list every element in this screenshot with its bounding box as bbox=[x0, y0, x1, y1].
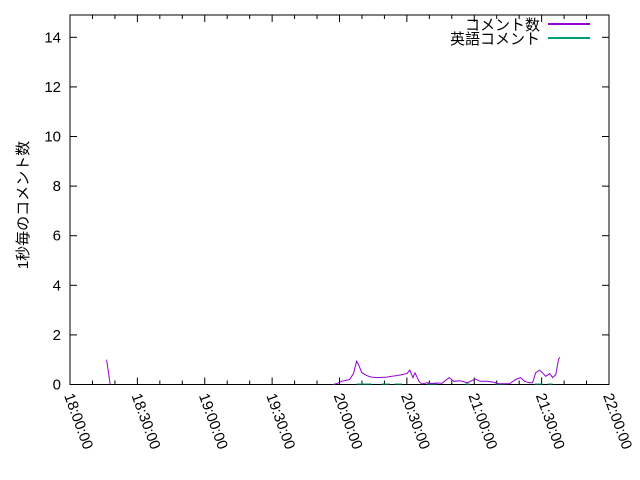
x-tick-label: 18:30:00 bbox=[128, 391, 164, 452]
x-tick-label: 20:30:00 bbox=[397, 391, 433, 452]
series-line-comments bbox=[333, 356, 561, 385]
x-tick-label: 18:00:00 bbox=[60, 391, 96, 452]
y-tick-label: 6 bbox=[53, 228, 61, 245]
legend-label-comments: コメント数 bbox=[464, 16, 540, 34]
legend-line-sample-comments bbox=[548, 23, 590, 25]
legend-label-english-comments: 英語コメント bbox=[449, 30, 540, 48]
x-tick-label: 19:30:00 bbox=[262, 391, 298, 452]
x-tick-label: 22:00:00 bbox=[599, 391, 635, 452]
legend-row-english-comments: 英語コメント bbox=[450, 31, 590, 48]
legend-row-comments: コメント数 bbox=[450, 17, 590, 34]
x-tick-label: 20:00:00 bbox=[330, 391, 366, 452]
x-tick-label: 19:00:00 bbox=[195, 391, 231, 452]
legend-line-sample-english-comments bbox=[548, 37, 590, 39]
series-line-comments bbox=[106, 359, 111, 385]
y-tick-label: 4 bbox=[53, 277, 61, 294]
y-tick-label: 2 bbox=[53, 327, 61, 344]
y-tick-label: 10 bbox=[44, 129, 61, 146]
y-tick-label: 14 bbox=[44, 29, 61, 46]
y-tick-label: 0 bbox=[53, 377, 61, 394]
y-tick-label: 12 bbox=[44, 79, 61, 96]
x-tick-label: 21:00:00 bbox=[464, 391, 500, 452]
plot-border bbox=[69, 14, 610, 385]
y-tick-label: 8 bbox=[53, 178, 61, 195]
y-axis-title: 1秒毎のコメント数 bbox=[15, 140, 32, 270]
legend: コメント数 英語コメント bbox=[450, 17, 590, 48]
x-tick-label: 21:30:00 bbox=[532, 391, 568, 452]
